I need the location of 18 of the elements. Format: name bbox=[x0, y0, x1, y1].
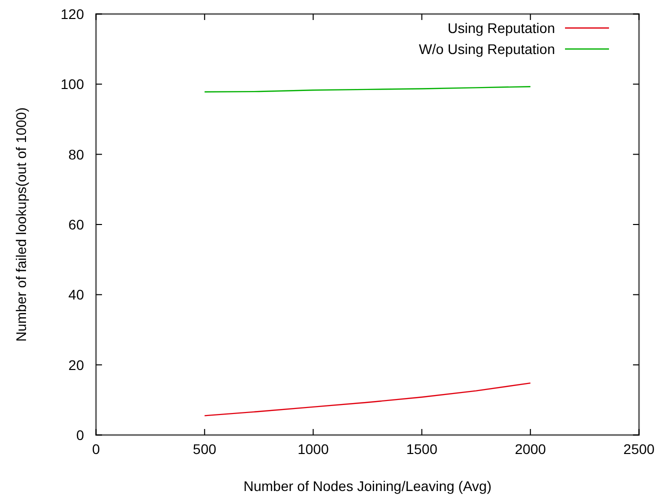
legend-label: W/o Using Reputation bbox=[418, 41, 555, 57]
legend-label: Using Reputation bbox=[448, 20, 555, 36]
y-axis-title: Number of failed lookups(out of 1000) bbox=[13, 107, 29, 342]
x-tick-label: 1000 bbox=[298, 441, 329, 457]
x-axis-title: Number of Nodes Joining/Leaving (Avg) bbox=[244, 478, 492, 494]
y-tick-label: 0 bbox=[76, 427, 84, 443]
y-tick-label: 120 bbox=[60, 6, 84, 22]
y-tick-label: 80 bbox=[68, 146, 84, 162]
x-tick-label: 500 bbox=[192, 441, 216, 457]
x-tick-label: 2000 bbox=[514, 441, 546, 457]
x-tick-label: 1500 bbox=[406, 441, 438, 457]
y-tick-label: 100 bbox=[60, 76, 84, 92]
y-tick-label: 20 bbox=[68, 356, 84, 373]
x-tick-label: 2500 bbox=[623, 441, 655, 457]
y-tick-label: 40 bbox=[68, 286, 84, 303]
line-series bbox=[204, 382, 531, 416]
y-tick-label: 60 bbox=[68, 216, 84, 232]
x-tick-label: 0 bbox=[92, 441, 100, 457]
